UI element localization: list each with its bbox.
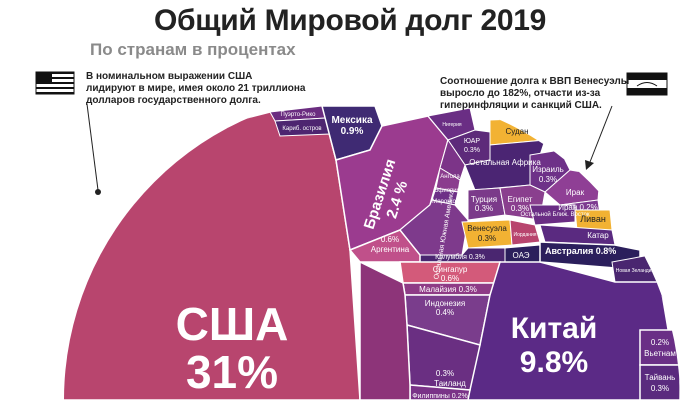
label-venezuela-name: Венесуэла	[467, 224, 507, 233]
label-iran: Иран 0.2%	[558, 203, 598, 212]
annotation-pointers	[86, 103, 613, 195]
label-south-africa-name: ЮАР	[464, 138, 481, 145]
chart-cells	[0, 105, 680, 400]
label-puerto-rico: Пуэрто-Рико	[281, 112, 317, 118]
label-uae: ОАЭ	[513, 251, 530, 260]
cell-rest-middle-east	[529, 204, 576, 226]
venezuela-note-line-3: гиперинфляции и санкций США.	[440, 100, 602, 111]
usa-note-line-2: лидируют в мире, имея около 21 триллиона	[86, 83, 306, 94]
venezuela-note-line-2: выросло до 182%, отчасти из-за	[440, 88, 601, 99]
label-morocco: Марокко	[432, 199, 456, 205]
label-lebanon: Ливан	[580, 214, 606, 224]
usa-flag-icon	[35, 71, 75, 95]
usa-note: В номинальном выражении США лидируют в м…	[86, 71, 305, 107]
label-argentina-name: Аргентина	[371, 245, 410, 254]
label-colombia: Колумбия 0.3%	[435, 253, 485, 261]
label-iraq-name: Ирак	[566, 188, 585, 197]
label-usa-value: 31%	[186, 346, 278, 398]
chart-title: Общий Мировой долг 2019	[154, 4, 546, 37]
label-indonesia-name: Индонезия	[425, 299, 465, 308]
label-angola: Ангола	[440, 174, 460, 180]
label-indonesia-value: 0.4%	[436, 308, 454, 317]
label-taiwan-value: 0.3%	[651, 384, 669, 393]
label-rest-africa: Остальная Африка	[469, 158, 541, 167]
label-malaysia: Малайзия 0.3%	[419, 285, 477, 294]
cell-taiwan[interactable]	[639, 364, 680, 400]
label-egypt-value: 0.3%	[511, 204, 529, 213]
label-new-zealand: Новая Зеландия	[616, 268, 655, 274]
chart-subtitle: По странам в процентах	[90, 40, 296, 59]
cell-vietnam[interactable]	[639, 329, 680, 366]
label-rest-middle-east: Остальной Ближ. Восток	[520, 211, 589, 218]
label-nigeria: Нигерия	[442, 122, 461, 128]
label-venezuela-value: 0.3%	[478, 234, 496, 243]
label-mexico-name: Мексика	[331, 115, 372, 126]
venezuela-note: Соотношение долга к ВВП Венесуэлы выросл…	[440, 76, 629, 112]
label-sudan: Судан	[505, 127, 528, 136]
label-thailand-name: Таиланд	[434, 379, 466, 388]
label-singapore-value: 0.6%	[441, 274, 459, 283]
label-taiwan-name: Тайвань	[645, 373, 676, 382]
label-ethiopia: Эфиопия	[434, 188, 460, 194]
label-egypt-name: Египет	[508, 195, 533, 204]
label-argentina-value: 0.6%	[381, 235, 399, 244]
label-australia: Австралия 0.8%	[545, 246, 616, 256]
label-thailand-value: 0.3%	[436, 369, 454, 378]
venezuela-flag-icon	[626, 72, 668, 96]
label-qatar: Катар	[587, 231, 609, 240]
venezuela-note-line-1: Соотношение долга к ВВП Венесуэлы	[440, 76, 630, 87]
main-labels: США 31% Китай 9.8% Бразилия 2.4 % Мексик…	[176, 115, 676, 400]
label-jordan: Иордания	[513, 232, 536, 238]
cell-lower-left	[359, 260, 411, 400]
label-mexico-value: 0.9%	[341, 126, 364, 137]
label-turkey-value: 0.3%	[475, 204, 493, 213]
label-south-africa-value: 0.3%	[464, 147, 480, 154]
usa-note-line-3: долларов государственного долга.	[86, 95, 261, 106]
label-vietnam-value: 0.2%	[651, 338, 669, 347]
label-china-value: 9.8%	[520, 346, 588, 379]
label-singapore-name: Сингапур	[433, 265, 468, 274]
usa-note-line-1: В номинальном выражении США	[86, 71, 253, 82]
cell-usa[interactable]	[0, 105, 361, 400]
label-turkey-name: Турция	[471, 195, 497, 204]
label-carib: Кариб. остров	[282, 126, 321, 132]
cell-left-sliver	[0, 310, 45, 400]
label-philippines: Филиппины 0.2%	[412, 393, 468, 400]
label-israel-name: Израиль	[532, 165, 564, 174]
label-israel-value: 0.3%	[539, 175, 557, 184]
label-china-name: Китай	[511, 312, 598, 345]
cell-china[interactable]	[428, 261, 680, 400]
label-usa-name: США	[176, 298, 289, 350]
label-vietnam-name: Вьетнам	[644, 349, 676, 358]
